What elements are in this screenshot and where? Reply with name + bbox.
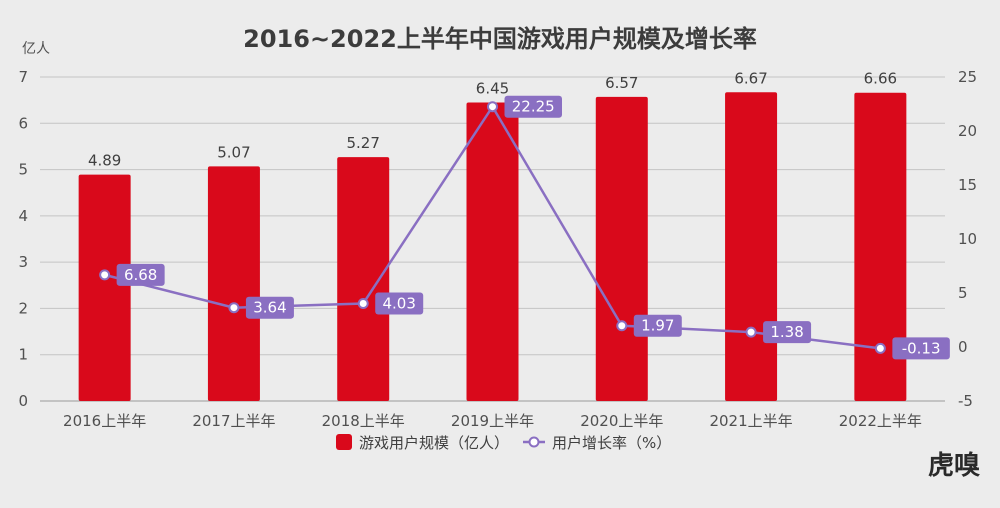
bar-value-label: 4.89 [88,152,121,170]
y-left-tick-label: 4 [18,207,28,225]
legend-line-marker [528,436,540,448]
rate-label-box [763,321,812,344]
rate-value-label: 6.68 [124,266,157,284]
x-axis-ticks: 2016上半年 2017上半年 2018上半年 2019上半年 2020上半年 2021上… [63,412,922,430]
bar-value-label: 5.07 [217,143,250,161]
y-right-tick-label: 25 [958,68,977,86]
line-series: 6.68 3.64 4.03 22.25 1.97 1.38 -0.13 [99,95,950,360]
rate-value-label: -0.13 [902,339,941,357]
chart-title: 2016~2022上半年中国游戏用户规模及增长率 [243,25,757,53]
y-right-tick-label: 20 [958,122,977,140]
rate-point [357,297,369,309]
y-left-tick-label: 5 [18,161,28,179]
y-left-tick-label: 0 [18,392,28,410]
bar-value-label: 6.66 [864,70,897,88]
rate-point [99,269,111,281]
rate-value-label: 1.97 [641,317,674,335]
y-right-tick-label: 10 [958,230,977,248]
x-tick-label: 2020上半年 [580,412,663,430]
bar [207,166,260,401]
bar [337,157,390,401]
rate-value-label: 22.25 [512,98,555,116]
legend-bar-swatch [336,434,352,450]
bar [78,174,131,401]
bar [725,92,778,401]
y-left-tick-label: 2 [18,299,28,317]
rate-label-box [633,314,682,337]
x-tick-label: 2018上半年 [322,412,405,430]
rate-label-box [504,95,562,118]
bar [854,92,907,401]
legend-line-label: 用户增长率（%） [552,434,671,452]
watermark-logo: 虎嗅 [928,451,980,481]
rate-value-label: 3.64 [253,299,286,317]
rate-value-label: 4.03 [383,294,416,312]
rate-point [487,101,498,113]
y-right-tick-label: 0 [958,338,968,356]
legend: 游戏用户规模（亿人） 用户增长率（%） [336,434,671,452]
rate-label-box [375,292,424,315]
x-tick-label: 2017上半年 [192,412,275,430]
rate-point [874,342,886,354]
x-tick-label: 2019上半年 [451,412,534,430]
bar-series [78,92,907,401]
bar-value-labels: 4.89 5.07 5.27 6.45 6.57 6.67 6.66 [88,69,897,169]
bar-value-label: 5.27 [347,134,380,152]
y-left-tick-label: 1 [18,346,28,364]
y-left-tick-label: 7 [18,68,28,86]
y-left-tick-label: 3 [18,253,28,271]
rate-point [745,326,757,338]
bar [466,102,519,401]
y-axis-left-unit: 亿人 [22,41,50,57]
y-left-tick-label: 6 [18,114,28,132]
bar-value-label: 6.57 [605,74,638,92]
x-tick-label: 2021上半年 [709,412,792,430]
bar [595,96,648,401]
bar-value-label: 6.45 [476,79,509,97]
rate-point [228,302,240,314]
bar-value-label: 6.67 [734,69,767,87]
legend-bar-label: 游戏用户规模（亿人） [359,434,509,452]
y-axis-left-ticks: 0 1 2 3 4 5 6 7 [18,68,28,410]
y-right-tick-label: 5 [958,284,968,302]
rate-value-label: 1.38 [770,323,803,341]
x-tick-label: 2016上半年 [63,412,146,430]
rate-label-box [116,263,165,286]
y-right-tick-label: 15 [958,176,977,194]
rate-point [616,320,628,332]
rate-label-box [892,337,950,360]
rate-label-box [245,296,294,319]
y-right-tick-label: -5 [958,392,973,410]
y-axis-right-ticks: -5 0 5 10 15 20 25 [958,68,977,410]
x-tick-label: 2022上半年 [839,412,922,430]
